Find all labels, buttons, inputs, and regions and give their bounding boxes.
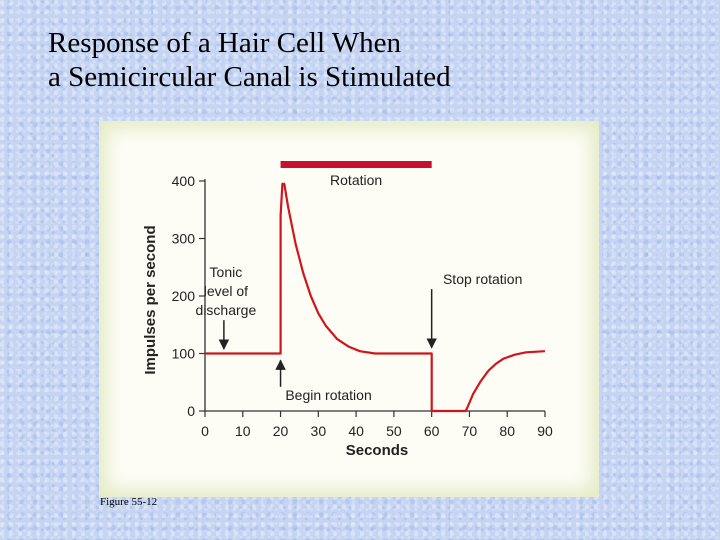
- y-tick-label: 200: [172, 288, 196, 304]
- figure-panel: 0 100 200 300 400 0 10 20 30 40 50 60 70 80 90 Seconds I…: [99, 121, 599, 497]
- annotation-label: Begin rotation: [285, 387, 371, 403]
- slide-title-line-1: Response of a Hair Cell When: [48, 27, 402, 59]
- y-axis-label: Impulses per second: [142, 225, 159, 374]
- x-tick-label: 80: [499, 423, 515, 439]
- y-tick-label: 0: [187, 403, 195, 419]
- y-tick-label: 400: [172, 173, 196, 189]
- y-tick-label: 100: [172, 346, 196, 362]
- x-axis-label: Seconds: [346, 442, 409, 459]
- discharge-rate-line: [205, 182, 546, 413]
- slide-title-line-2: a Semicircular Canal is Stimulated: [48, 61, 451, 93]
- x-tick-label: 70: [462, 423, 478, 439]
- annotation-label: Tonic: [210, 264, 243, 280]
- x-tick-label: 0: [201, 423, 209, 439]
- figure-caption: Figure 55-12: [100, 496, 158, 508]
- x-tick-label: 90: [537, 423, 553, 439]
- annotation-label: discharge: [196, 302, 257, 318]
- annotation-label: level of: [204, 283, 248, 299]
- rotation-bar-label: Rotation: [330, 172, 382, 188]
- x-tick-label: 50: [386, 423, 402, 439]
- annotation-label: Stop rotation: [443, 271, 522, 287]
- x-tick-label: 10: [235, 423, 251, 439]
- x-tick-label: 40: [348, 423, 364, 439]
- rotation-bar: [280, 161, 432, 168]
- hair-cell-response-chart: 0 100 200 300 400 0 10 20 30 40 50 60 70 80 90 Seconds I…: [142, 161, 553, 459]
- slide-title: Response of a Hair Cell When a Semicircu…: [48, 26, 451, 94]
- x-tick-label: 60: [424, 423, 440, 439]
- x-tick-label: 30: [311, 423, 327, 439]
- x-tick-label: 20: [273, 423, 289, 439]
- y-tick-label: 300: [172, 231, 196, 247]
